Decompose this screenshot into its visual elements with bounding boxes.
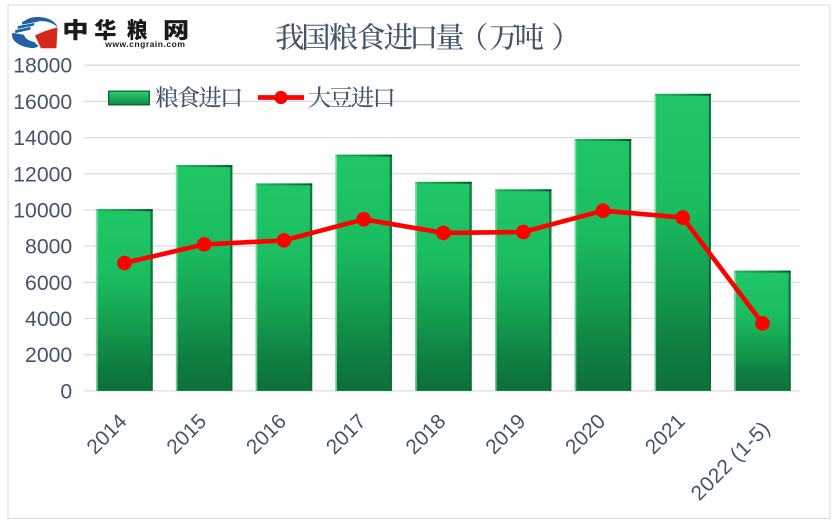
svg-text:14000: 14000 — [13, 127, 72, 150]
svg-text:12000: 12000 — [13, 163, 72, 186]
svg-text:10000: 10000 — [13, 200, 72, 223]
svg-text:6000: 6000 — [25, 272, 72, 295]
svg-text:16000: 16000 — [13, 91, 72, 114]
svg-text:0: 0 — [60, 380, 72, 403]
svg-text:www.cngrain.com: www.cngrain.com — [104, 39, 185, 49]
svg-text:8000: 8000 — [25, 236, 72, 259]
svg-text:2000: 2000 — [25, 344, 72, 367]
svg-text:4000: 4000 — [25, 308, 72, 331]
svg-text:18000: 18000 — [13, 55, 72, 78]
